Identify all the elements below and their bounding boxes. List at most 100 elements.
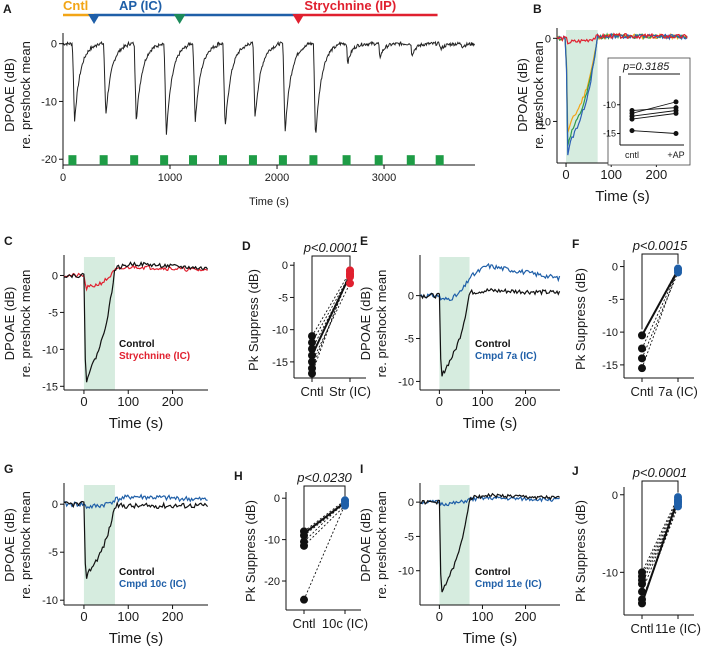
panel-I-ylabel-2: re. preshock mean	[374, 491, 389, 599]
panel-E-ytick-label: 0	[408, 291, 414, 303]
panel-J-pair-line	[641, 496, 679, 573]
panel-B-ytick-label: 0	[545, 33, 551, 45]
panel-H-pair-line	[303, 499, 346, 532]
panel-D-letter: D	[242, 239, 251, 253]
panel-C-legend-1: Control	[119, 339, 155, 350]
panel-G-xtick-label: 0	[80, 609, 87, 624]
panel-A-shock-marker	[278, 155, 287, 166]
panel-F-control-point	[638, 344, 646, 353]
panel-A-shock-marker	[130, 155, 139, 166]
panel-I-xtick-label: 200	[515, 609, 537, 624]
panel-F-ytick-label: 0	[612, 262, 618, 274]
panel-A-ytick-label: -20	[41, 154, 57, 166]
panel-D-control-point	[308, 338, 316, 347]
panel-A-protocol-label-2: AP (IC)	[119, 0, 162, 13]
panel-D-category-label: Cntl	[300, 384, 323, 399]
panel-A-shock-marker	[218, 155, 227, 166]
panel-G-xtick-label: 200	[162, 609, 184, 624]
panel-A-trace	[62, 40, 476, 135]
panel-C-ytick-label: -10	[42, 344, 58, 356]
panel-F-mean-line	[641, 269, 679, 336]
panel-C-xtick-label: 200	[162, 394, 184, 409]
panel-D-mean-line	[311, 274, 351, 356]
panel-B-inset-ytick-label: -10	[603, 100, 616, 110]
panel-E-shading	[439, 257, 470, 390]
panel-D-control-point	[308, 332, 316, 341]
panel-B-shading	[566, 30, 598, 163]
panel-G-ylabel-1: DPOAE (dB)	[2, 508, 17, 582]
panel-D-control-point	[308, 369, 316, 378]
panel-B-inset-point	[673, 131, 679, 136]
panel-B-inset-p-value: p=0.3185	[622, 61, 670, 73]
panel-E-xlabel: Time (s)	[463, 415, 517, 432]
panel-B-ytick-label: -10	[535, 116, 551, 128]
panel-A-protocol-label-1: Cntl	[63, 0, 88, 13]
panel-J-ytick-label: -10	[602, 567, 618, 579]
panel-J-ylabel: Pk Suppress (dB)	[573, 500, 588, 602]
panel-G-series-control	[63, 500, 209, 579]
panel-H-p-value: p<0.0230	[296, 470, 352, 485]
panel-A-shock-marker	[342, 155, 351, 166]
panel-E-series-control	[419, 287, 561, 377]
panel-E-xtick-label: 200	[515, 394, 537, 409]
panel-F-ylabel: Pk Suppress (dB)	[573, 268, 588, 370]
panel-E-ylabel-1: DPOAE (dB)	[358, 287, 373, 361]
panel-I-series-control	[419, 492, 560, 593]
panel-G-ytick-label: -10	[42, 595, 58, 607]
panel-H-ytick-label: -20	[264, 576, 280, 588]
panel-D-ytick-label: -10	[272, 325, 288, 337]
panel-F-pair-line	[641, 272, 679, 359]
panel-C-series-control	[64, 260, 209, 383]
panel-B-xlabel: Time (s)	[595, 188, 649, 205]
panel-J-letter: J	[572, 464, 579, 478]
panel-I-ylabel-1: DPOAE (dB)	[358, 508, 373, 582]
panel-A-shock-marker	[374, 155, 383, 166]
panel-A-ytick-label: -10	[41, 96, 57, 108]
panel-A-shock-marker	[309, 155, 318, 166]
panel-J-pair-line	[641, 499, 679, 577]
panel-F-control-point	[638, 354, 646, 363]
panel-F-ytick-label: -10	[602, 327, 618, 339]
panel-C-ytick-label: -5	[48, 307, 58, 319]
panel-B-inset-pair-line	[631, 112, 677, 120]
panel-B-inset-point	[629, 128, 635, 134]
panel-A-shock-marker	[68, 155, 77, 166]
panel-A-xtick-label: 2000	[265, 172, 289, 184]
panel-C-ytick-label: 0	[52, 270, 58, 282]
panel-H-letter: H	[234, 469, 243, 483]
panel-H-control-point	[300, 595, 308, 604]
panel-E-ytick-label: -5	[404, 334, 414, 346]
panel-A-ylabel-1: DPOAE (dB)	[2, 58, 17, 132]
panel-C-xlabel: Time (s)	[109, 415, 163, 432]
panel-C-xtick-label: 0	[80, 394, 87, 409]
panel-B-inset-pair-line	[631, 107, 677, 111]
panel-D-bracket	[311, 255, 351, 350]
panel-J-ytick-label: 0	[612, 490, 618, 502]
panel-E-ytick-label: -10	[398, 376, 414, 388]
panel-E-letter: E	[360, 234, 368, 248]
panel-A-xtick-label: 1000	[158, 172, 182, 184]
panel-I-letter: I	[360, 462, 363, 476]
panel-D-treatment-point	[346, 279, 354, 288]
panel-B-inset-cat-label: cntl	[625, 150, 639, 160]
panel-B-inset-point	[629, 116, 635, 122]
panel-B-xtick-label: 100	[600, 167, 622, 182]
panel-G-letter: G	[4, 462, 13, 476]
panel-H-control-point	[300, 541, 308, 550]
panel-J-bracket	[641, 480, 679, 598]
panel-H-category-label: 10c (IC)	[322, 616, 368, 631]
panel-A-marker-3	[292, 14, 305, 24]
panel-B-inset-pair-line	[631, 130, 677, 134]
panel-C-ytick-label: -15	[42, 381, 58, 393]
panel-C-xtick-label: 100	[117, 394, 139, 409]
panel-G-xtick-label: 100	[117, 609, 139, 624]
panel-A-marker-2	[173, 14, 186, 24]
panel-B-xtick-label: 200	[646, 167, 668, 182]
panel-I-xtick-label: 100	[472, 609, 494, 624]
panel-I-legend-2: Cmpd 11e (IC)	[475, 579, 542, 590]
panel-C-letter: C	[4, 234, 13, 248]
panel-H-control-point	[300, 531, 308, 540]
panel-E-legend-1: Control	[475, 339, 511, 350]
panel-A-xlabel: Time (s)	[249, 196, 289, 208]
